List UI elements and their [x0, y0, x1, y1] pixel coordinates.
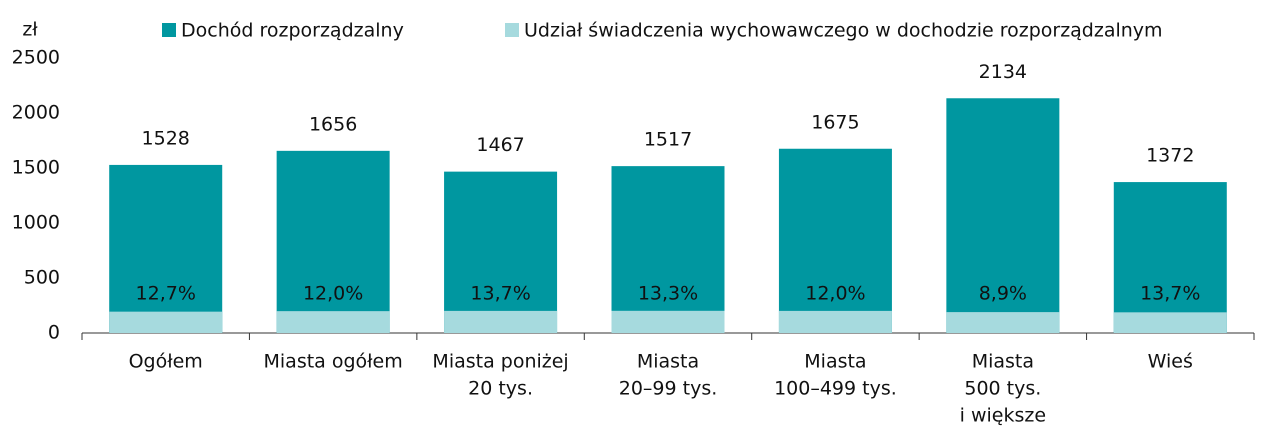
x-tick-label: Miasta	[972, 351, 1034, 373]
legend-swatch	[505, 23, 519, 37]
value-label: 1528	[142, 127, 190, 149]
bar-share	[109, 311, 223, 333]
x-tick-label: Wieś	[1148, 351, 1193, 373]
share-label: 12,0%	[805, 283, 865, 305]
y-tick-label: 0	[48, 322, 60, 344]
x-tick-label: 20–99 tys.	[619, 378, 718, 400]
bar-share	[1113, 312, 1227, 333]
legend-label: Udział świadczenia wychowawczego w docho…	[524, 20, 1163, 42]
bar	[444, 171, 558, 333]
value-label: 1372	[1146, 145, 1194, 167]
y-tick-label: 1000	[12, 212, 60, 234]
bar-share	[946, 312, 1060, 333]
legend-label: Dochód rozporządzalny	[181, 20, 404, 42]
x-tick-label: 500 tys.	[964, 378, 1041, 400]
share-label: 12,0%	[303, 283, 363, 305]
bar	[778, 148, 892, 333]
bar-share	[444, 310, 558, 333]
bar	[946, 98, 1060, 333]
bar	[1113, 182, 1227, 333]
x-tick-label: Ogółem	[129, 351, 203, 373]
bar	[276, 150, 390, 333]
bar-share	[276, 311, 390, 333]
x-tick-label: Miasta	[804, 351, 866, 373]
y-tick-label: 2000	[12, 102, 60, 124]
x-tick-label: i większe	[960, 405, 1046, 427]
y-axis-label: zł	[22, 19, 38, 41]
value-label: 1656	[309, 113, 357, 135]
bar-share	[611, 310, 725, 333]
share-label: 13,3%	[638, 283, 698, 305]
value-label: 2134	[979, 61, 1027, 83]
y-tick-label: 1500	[12, 157, 60, 179]
share-label: 13,7%	[1140, 283, 1200, 305]
value-label: 1467	[476, 134, 524, 156]
legend-swatch	[162, 23, 176, 37]
x-tick-label: Miasta ogółem	[264, 351, 403, 373]
bar-share	[778, 310, 892, 333]
share-label: 12,7%	[136, 283, 196, 305]
value-label: 1517	[644, 129, 692, 151]
x-tick-label: Miasta	[637, 351, 699, 373]
share-label: 8,9%	[979, 283, 1027, 305]
y-tick-label: 500	[24, 267, 60, 289]
share-label: 13,7%	[470, 283, 530, 305]
x-tick-label: Miasta poniżej	[432, 351, 568, 373]
bar	[611, 166, 725, 333]
x-tick-label: 100–499 tys.	[774, 378, 897, 400]
x-tick-label: 20 tys.	[468, 378, 533, 400]
bar	[109, 164, 223, 333]
value-label: 1675	[811, 111, 859, 133]
y-tick-label: 2500	[12, 47, 60, 69]
